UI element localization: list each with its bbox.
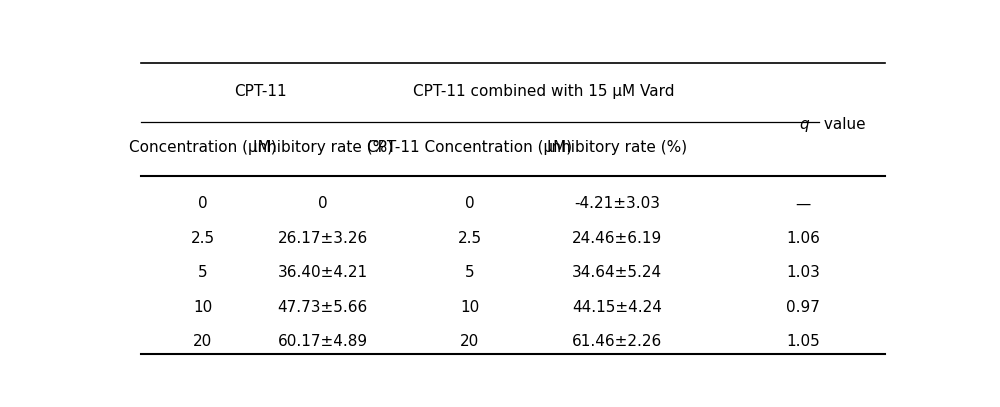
- Text: Inhibitory rate (%): Inhibitory rate (%): [253, 140, 393, 155]
- Text: 0: 0: [198, 197, 207, 212]
- Text: 5: 5: [198, 265, 207, 280]
- Text: Inhibitory rate (%): Inhibitory rate (%): [547, 140, 687, 155]
- Text: 36.40±4.21: 36.40±4.21: [278, 265, 368, 280]
- Text: 0: 0: [318, 197, 327, 212]
- Text: 2.5: 2.5: [190, 231, 215, 246]
- Text: Concentration (μM): Concentration (μM): [129, 140, 276, 155]
- Text: CPT-11: CPT-11: [234, 84, 287, 98]
- Text: 10: 10: [193, 300, 212, 315]
- Text: 34.64±5.24: 34.64±5.24: [572, 265, 662, 280]
- Text: 5: 5: [465, 265, 475, 280]
- Text: 0.97: 0.97: [786, 300, 820, 315]
- Text: q: q: [799, 116, 809, 131]
- Text: 1.06: 1.06: [786, 231, 820, 246]
- Text: 1.03: 1.03: [786, 265, 820, 280]
- Text: 26.17±3.26: 26.17±3.26: [278, 231, 368, 246]
- Text: 44.15±4.24: 44.15±4.24: [572, 300, 662, 315]
- Text: 20: 20: [193, 335, 212, 349]
- Text: 47.73±5.66: 47.73±5.66: [278, 300, 368, 315]
- Text: CPT-11 combined with 15 μM Vard: CPT-11 combined with 15 μM Vard: [413, 84, 674, 98]
- Text: —: —: [796, 197, 811, 212]
- Text: 20: 20: [460, 335, 480, 349]
- Text: 10: 10: [460, 300, 480, 315]
- Text: 24.46±6.19: 24.46±6.19: [572, 231, 662, 246]
- Text: 1.05: 1.05: [786, 335, 820, 349]
- Text: value: value: [819, 116, 865, 131]
- Text: 61.46±2.26: 61.46±2.26: [572, 335, 662, 349]
- Text: 0: 0: [465, 197, 475, 212]
- Text: 2.5: 2.5: [458, 231, 482, 246]
- Text: CPT-11 Concentration (μM): CPT-11 Concentration (μM): [367, 140, 572, 155]
- Text: 60.17±4.89: 60.17±4.89: [278, 335, 368, 349]
- Text: -4.21±3.03: -4.21±3.03: [574, 197, 660, 212]
